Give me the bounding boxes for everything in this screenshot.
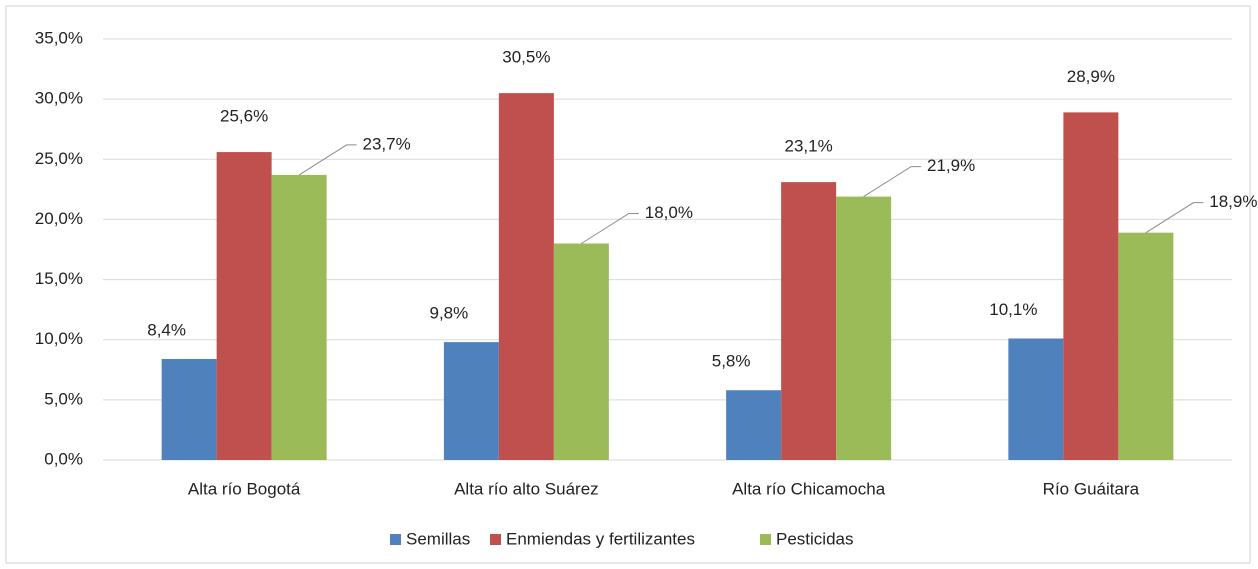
data-label: 25,6% [220,107,268,126]
data-label: 18,9% [1209,192,1257,211]
legend-swatch [760,534,771,545]
bar [836,196,892,460]
bar [553,243,609,460]
legend-swatch [490,534,501,545]
legend-swatch [390,534,401,545]
y-tick-label: 30,0% [35,89,83,108]
x-tick-label: Alta río Chicamocha [732,479,886,498]
bar [1063,112,1119,461]
bar [498,93,554,460]
bar [271,174,327,460]
data-label: 8,4% [147,320,186,339]
x-tick-label: Alta río Bogotá [188,479,301,498]
data-label: 23,1% [785,137,833,156]
x-tick-label: Alta río alto Suárez [454,479,599,498]
bar [443,342,499,460]
data-label: 10,1% [989,300,1037,319]
y-tick-label: 15,0% [35,269,83,288]
data-label: 23,7% [363,134,411,153]
bar [1008,338,1064,460]
data-label: 30,5% [502,48,550,67]
data-label: 5,8% [712,352,751,371]
data-label: 28,9% [1067,67,1115,86]
bar [781,182,837,460]
data-label: 21,9% [927,156,975,175]
x-tick-label: Río Guáitara [1043,479,1140,498]
data-label: 18,0% [645,203,693,222]
bar [1118,232,1174,460]
legend-label: Pesticidas [776,529,853,548]
bar [726,390,782,460]
y-tick-label: 5,0% [44,389,83,408]
y-tick-label: 35,0% [35,28,83,47]
data-label: 9,8% [430,304,469,323]
bar [161,358,217,460]
leader-line [581,212,639,244]
legend-label: Enmiendas y fertilizantes [506,529,695,548]
bar [216,152,272,460]
y-tick-label: 10,0% [35,329,83,348]
leader-line [298,144,357,176]
leader-line [863,166,922,197]
leader-line [1145,202,1204,234]
y-tick-label: 25,0% [35,149,83,168]
legend-label: Semillas [406,529,470,548]
y-tick-label: 20,0% [35,209,83,228]
y-tick-label: 0,0% [44,449,83,468]
